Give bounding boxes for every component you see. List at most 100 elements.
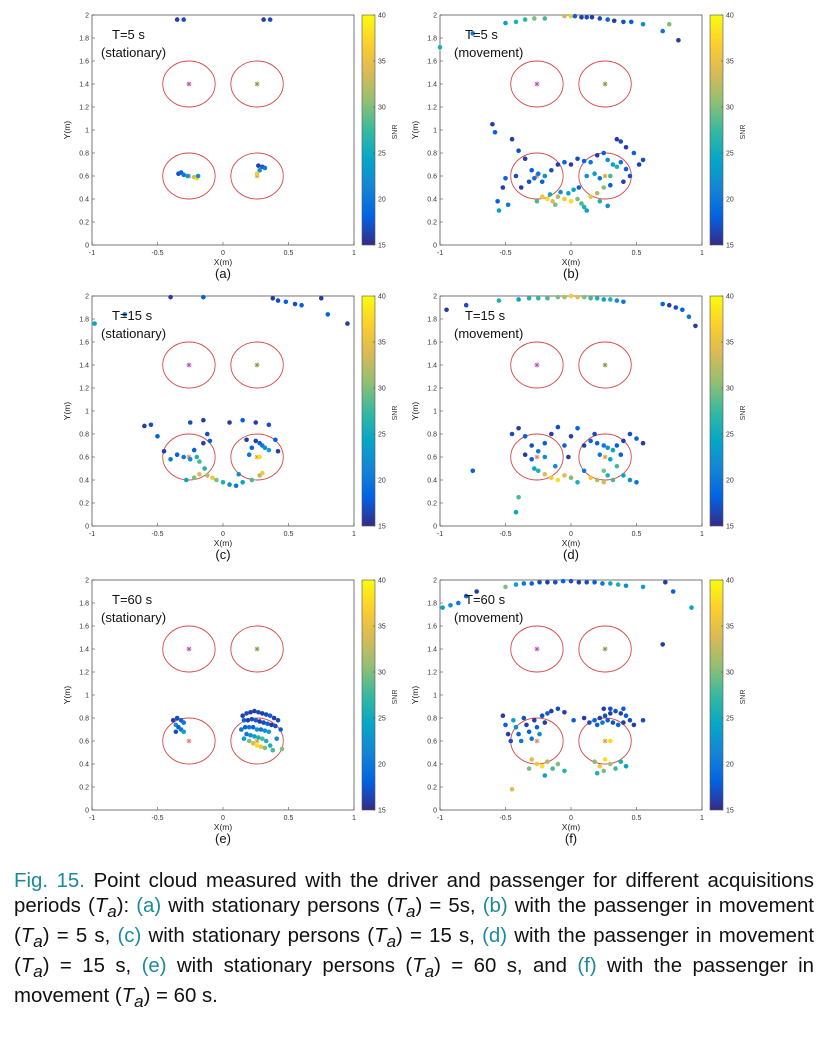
data-point bbox=[621, 179, 626, 185]
data-point bbox=[592, 431, 597, 437]
data-point bbox=[267, 713, 273, 718]
colorbar-tick-label: 40 bbox=[726, 13, 734, 20]
x-tick-label: 0 bbox=[221, 531, 225, 538]
annotation-line: (stationary) bbox=[101, 610, 166, 625]
data-point bbox=[614, 164, 620, 170]
y-tick-label: 0.6 bbox=[79, 739, 89, 746]
y-axis-label: Y(m) bbox=[410, 686, 420, 705]
y-tick-label: 0.2 bbox=[79, 220, 89, 227]
x-tick-label: -0.5 bbox=[151, 815, 163, 822]
x-tick-label: 0 bbox=[569, 815, 573, 822]
data-point bbox=[318, 296, 324, 301]
colorbar bbox=[709, 14, 724, 246]
data-point bbox=[273, 723, 278, 729]
data-point bbox=[513, 724, 519, 730]
data-point bbox=[274, 736, 280, 741]
data-point bbox=[676, 38, 681, 43]
y-tick-label: 0.8 bbox=[79, 432, 89, 439]
y-axis-label: Y(m) bbox=[62, 121, 72, 140]
data-point bbox=[516, 731, 521, 737]
plot-area bbox=[439, 295, 703, 527]
colorbar-tick-label: 25 bbox=[726, 432, 734, 439]
data-point bbox=[539, 764, 545, 769]
data-point bbox=[279, 746, 285, 752]
data-point bbox=[250, 724, 256, 730]
data-point bbox=[253, 420, 259, 425]
x-tick-label: 0 bbox=[569, 250, 573, 257]
x-axis-label: X(m) bbox=[214, 257, 233, 267]
data-point bbox=[562, 473, 567, 478]
data-point bbox=[610, 162, 616, 167]
data-point bbox=[542, 720, 548, 725]
y-tick-label: 0.6 bbox=[427, 174, 437, 181]
data-point bbox=[594, 153, 600, 158]
data-point bbox=[608, 173, 613, 179]
seat-center-marker bbox=[602, 81, 608, 87]
caption-ta-sub: a bbox=[386, 932, 397, 952]
data-point bbox=[275, 448, 281, 454]
seat-circle bbox=[578, 625, 632, 673]
data-point bbox=[594, 190, 600, 196]
x-tick-label: 1 bbox=[700, 815, 704, 822]
y-tick-label: 0.4 bbox=[79, 762, 89, 769]
data-point bbox=[627, 718, 633, 723]
annotation-line: (movement) bbox=[454, 45, 523, 60]
data-point bbox=[592, 759, 597, 764]
colorbar-tick-label: 20 bbox=[726, 762, 734, 769]
data-point bbox=[549, 475, 554, 481]
data-point bbox=[516, 297, 521, 302]
panel-label: (e) bbox=[215, 831, 231, 846]
colorbar-tick-label: 35 bbox=[378, 624, 386, 631]
x-tick-label: 0.5 bbox=[284, 815, 294, 822]
data-point bbox=[253, 438, 259, 444]
data-point bbox=[201, 440, 206, 446]
data-point bbox=[257, 454, 262, 460]
data-point bbox=[261, 17, 266, 22]
colorbar-tick-label: 25 bbox=[378, 151, 386, 158]
data-point bbox=[686, 314, 692, 320]
data-point bbox=[611, 18, 617, 24]
data-point bbox=[252, 734, 257, 739]
y-tick-label: 0.6 bbox=[79, 455, 89, 462]
caption-text: with stationary persons ( bbox=[168, 895, 394, 917]
data-point bbox=[568, 162, 574, 167]
data-point bbox=[532, 466, 537, 471]
data-point bbox=[592, 718, 597, 723]
colorbar-tick-label: 35 bbox=[378, 59, 386, 66]
data-point bbox=[201, 417, 206, 423]
data-point bbox=[526, 729, 532, 735]
caption-ta-sub: a bbox=[33, 962, 43, 982]
annotation-line: (movement) bbox=[454, 326, 523, 341]
colorbar-tick-label: 40 bbox=[378, 294, 386, 301]
data-point bbox=[241, 736, 247, 741]
colorbar-label: SNR bbox=[392, 690, 399, 705]
seat-center-marker bbox=[534, 646, 540, 652]
y-tick-label: 2 bbox=[85, 13, 89, 20]
data-point bbox=[270, 747, 276, 753]
data-point bbox=[345, 321, 350, 326]
data-point bbox=[496, 298, 502, 303]
y-tick-label: 1.2 bbox=[427, 386, 437, 393]
data-point bbox=[549, 708, 554, 714]
data-point bbox=[601, 297, 607, 302]
data-point bbox=[623, 764, 629, 769]
x-tick-label: -1 bbox=[89, 250, 95, 257]
data-point bbox=[170, 718, 176, 723]
data-point bbox=[257, 167, 262, 173]
plot-area bbox=[91, 14, 355, 246]
y-tick-label: 0.2 bbox=[427, 220, 437, 227]
data-point bbox=[534, 199, 540, 204]
data-point bbox=[249, 445, 255, 451]
y-tick-label: 2 bbox=[433, 294, 437, 301]
y-tick-label: 0 bbox=[433, 524, 437, 531]
data-point bbox=[550, 766, 555, 771]
colorbar-tick-label: 35 bbox=[726, 59, 734, 66]
data-point bbox=[244, 437, 249, 443]
colorbar-label: SNR bbox=[740, 125, 747, 140]
seat-circle bbox=[578, 60, 632, 108]
data-point bbox=[194, 454, 200, 460]
data-point bbox=[618, 452, 624, 458]
data-point bbox=[500, 185, 506, 190]
data-point bbox=[621, 473, 626, 478]
data-point bbox=[539, 194, 545, 199]
